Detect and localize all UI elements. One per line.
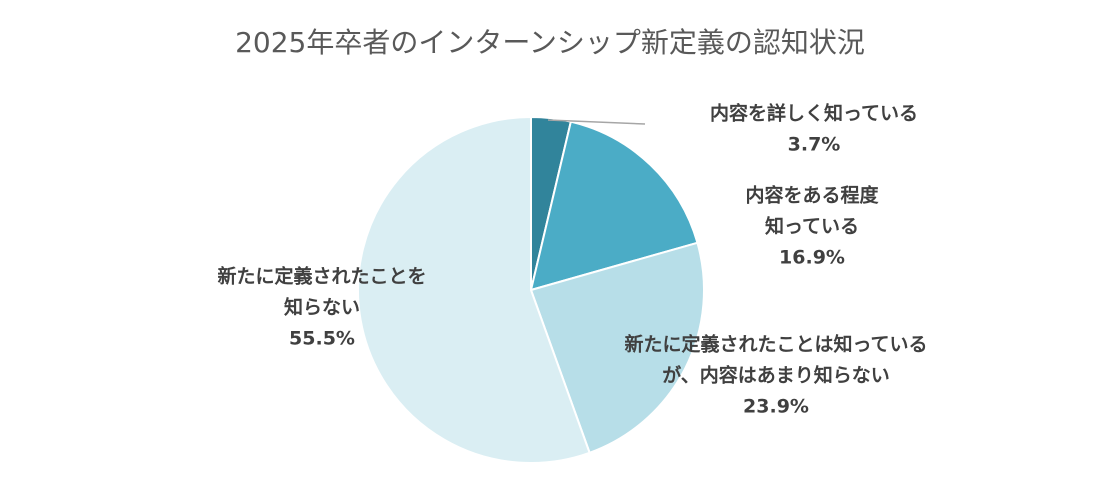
- slice-category-label-3: が、内容はあまり知らない: [662, 364, 890, 387]
- slice-category-label-2: 知っている: [765, 215, 859, 238]
- slice-category-label-2: 内容をある程度: [745, 184, 879, 207]
- slice-value-label-4: 55.5%: [289, 328, 355, 350]
- leader-line-1: [547, 119, 646, 125]
- slice-value-label-1: 3.7%: [788, 134, 841, 156]
- slice-label-group-1: 内容を詳しく知っている 3.7%: [710, 102, 918, 156]
- slice-category-label-1: 内容を詳しく知っている: [710, 102, 918, 125]
- pie-slice-2: [530, 120, 699, 291]
- pie-slice-4: [357, 116, 591, 464]
- leader-lines: [547, 119, 646, 125]
- chart-title: 2025年卒者のインターンシップ新定義の認知状況: [235, 26, 865, 59]
- slice-category-label-4: 知らない: [284, 296, 360, 319]
- slice-value-label-3: 23.9%: [743, 396, 809, 418]
- pie-slice-3: [530, 241, 705, 454]
- pie-slices: [357, 116, 705, 464]
- slice-value-label-2: 16.9%: [779, 247, 845, 269]
- slice-category-label-4: 新たに定義されたことを: [217, 265, 426, 288]
- slice-category-label-3: 新たに定義されたことは知っている: [624, 333, 927, 356]
